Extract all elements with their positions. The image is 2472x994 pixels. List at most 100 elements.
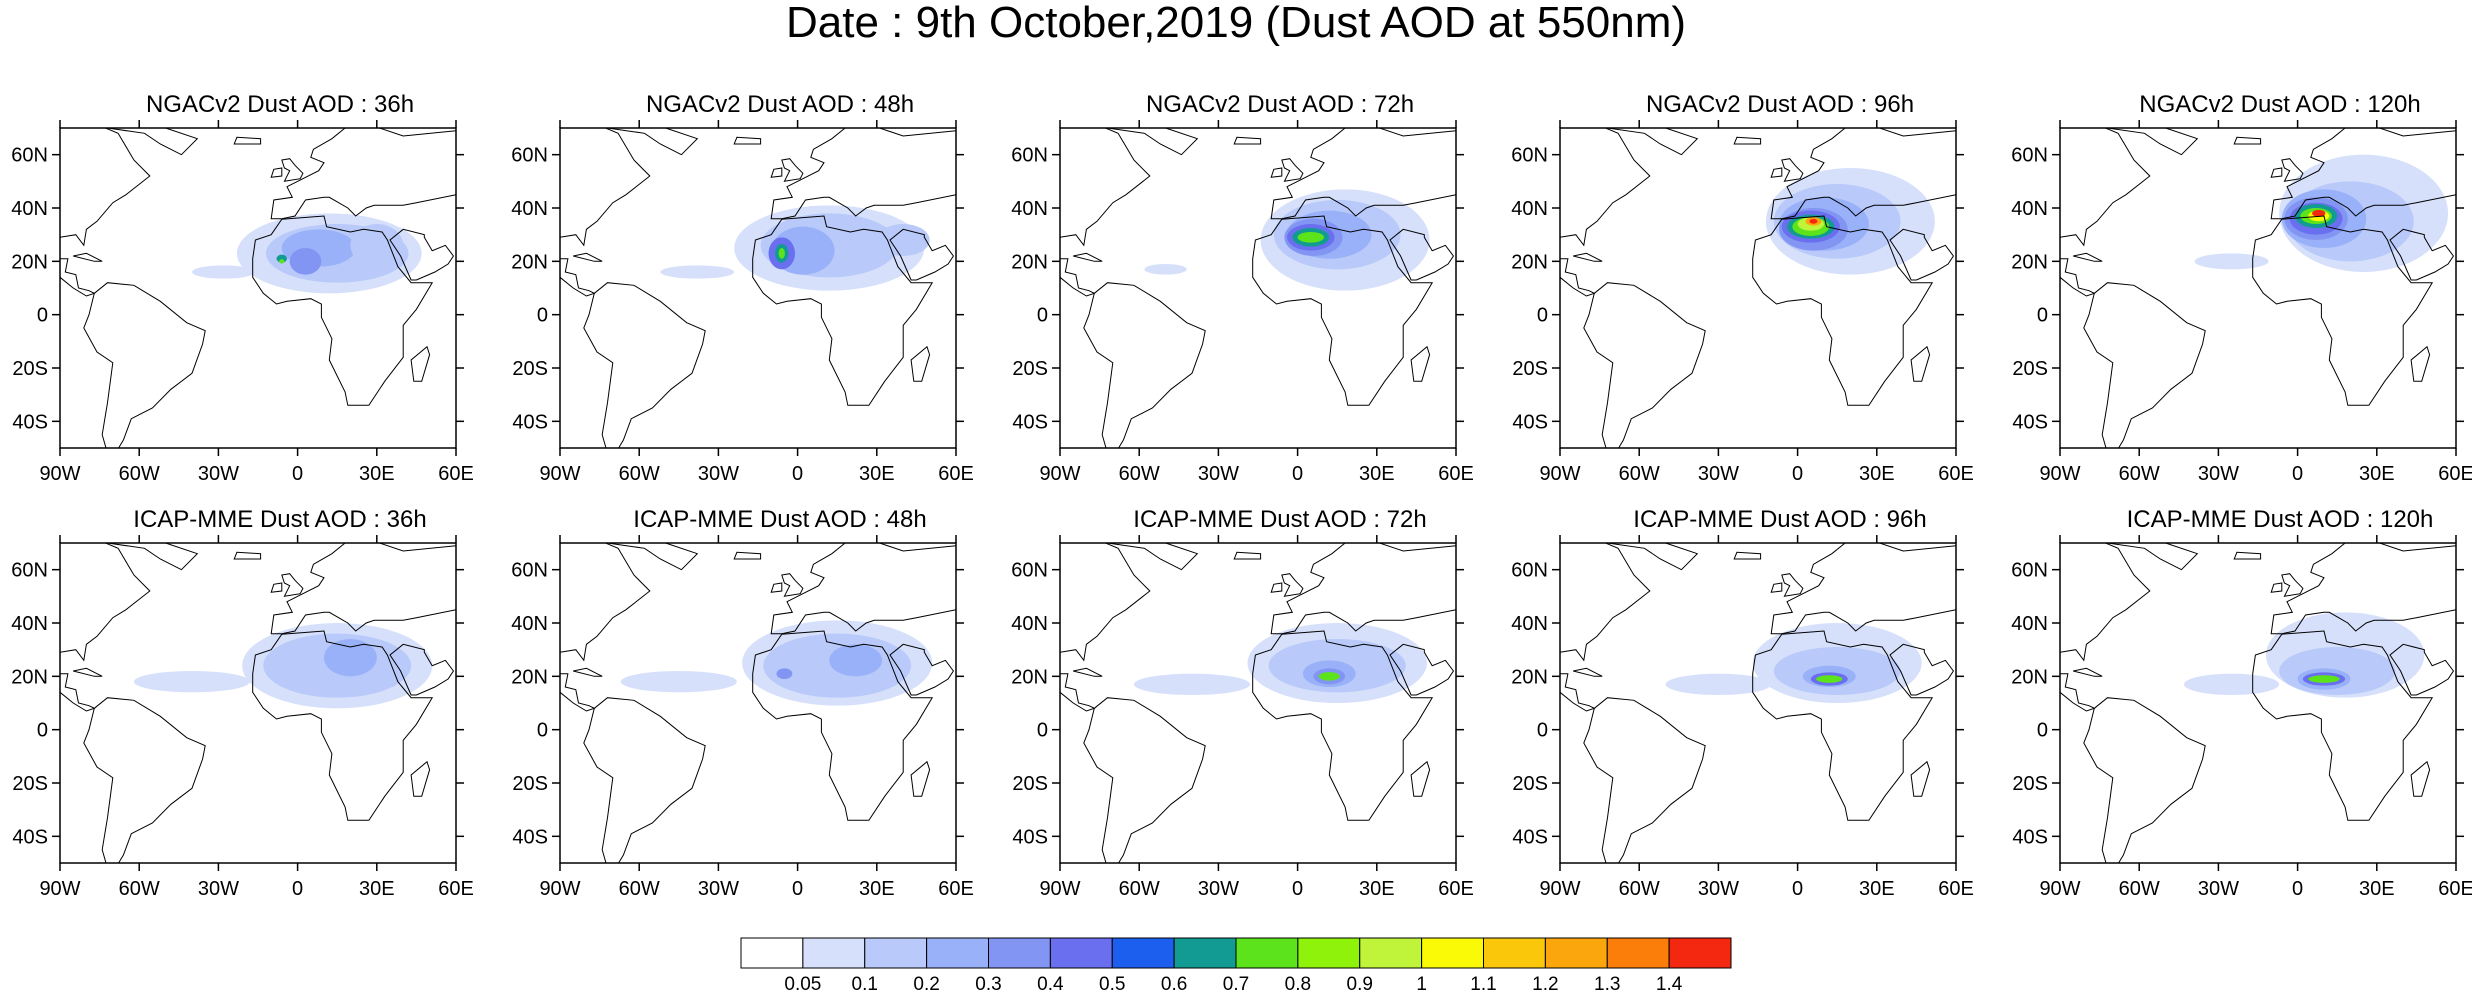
x-tick-label: 60W bbox=[119, 463, 160, 485]
y-tick-label: 60N bbox=[1011, 560, 1048, 582]
aod-contour bbox=[1297, 232, 1325, 243]
coastline bbox=[1752, 630, 1934, 821]
y-tick-label: 20S bbox=[1512, 773, 1548, 795]
aod-contour bbox=[2194, 253, 2269, 270]
map-panel: 90W 60W 30W 0 30E 60E 60N 40N 20N 0 20S 40S bbox=[511, 120, 974, 485]
coastline bbox=[1410, 345, 1431, 382]
coastline bbox=[2270, 128, 2456, 220]
aod-contour bbox=[660, 265, 735, 279]
x-tick-label: 0 bbox=[2292, 878, 2303, 900]
panel-title-icap-96h: ICAP-MME Dust AOD : 96h bbox=[1633, 506, 1927, 533]
coastline bbox=[2060, 128, 2151, 247]
coastline bbox=[733, 136, 762, 145]
y-tick-label: 20N bbox=[2011, 251, 2048, 273]
x-tick-label: 60E bbox=[938, 463, 974, 485]
aod-contour bbox=[276, 254, 288, 263]
colorbar-swatch bbox=[1173, 937, 1237, 969]
y-tick-label: 20N bbox=[1011, 251, 1048, 273]
y-tick-label: 40S bbox=[512, 411, 548, 433]
aod-contour bbox=[2312, 209, 2326, 217]
aod-contour bbox=[776, 668, 793, 680]
y-tick-label: 40S bbox=[12, 411, 48, 433]
coastline bbox=[2410, 345, 2431, 382]
x-tick-label: 0 bbox=[792, 878, 803, 900]
coastline bbox=[1573, 252, 1603, 262]
aod-contour bbox=[192, 265, 256, 279]
coastline bbox=[1733, 136, 1762, 145]
colorbar-swatch bbox=[1297, 937, 1361, 969]
x-tick-label: 90W bbox=[1039, 463, 1080, 485]
coastline bbox=[233, 551, 262, 560]
map-panel: 90W 60W 30W 0 30E 60E 60N 40N 20N 0 20S 40S bbox=[1011, 120, 1474, 485]
x-tick-label: 30E bbox=[1359, 878, 1395, 900]
colorbar-swatch bbox=[802, 937, 866, 969]
coastline bbox=[2060, 673, 2096, 712]
y-tick-label: 0 bbox=[537, 720, 548, 742]
map-frame bbox=[1059, 542, 1457, 864]
colorbar-label: 0.1 bbox=[852, 974, 878, 994]
y-tick-label: 20S bbox=[1512, 358, 1548, 380]
colorbar-label: 0.7 bbox=[1223, 974, 1249, 994]
coastline bbox=[2270, 167, 2283, 178]
y-tick-label: 40N bbox=[11, 198, 48, 220]
coastline bbox=[1252, 630, 1434, 821]
panel-title-ngac-72h: NGACv2 Dust AOD : 72h bbox=[1145, 91, 1415, 118]
coastline bbox=[2107, 128, 2199, 156]
coastline bbox=[60, 258, 96, 297]
x-tick-label: 30E bbox=[2359, 463, 2395, 485]
colorbar: 0.05 0.1 0.2 0.3 0.4 0.5 0.6 0.7 0.8 0.9 1 1.1 1.2 1.… bbox=[740, 937, 1732, 994]
aod-contour bbox=[778, 248, 785, 259]
y-tick-label: 20S bbox=[2012, 358, 2048, 380]
coastline bbox=[1560, 258, 1596, 297]
aod-contour bbox=[289, 248, 322, 275]
x-tick-label: 0 bbox=[292, 463, 303, 485]
coastline bbox=[560, 543, 651, 662]
coastline bbox=[2107, 543, 2199, 571]
y-tick-label: 40N bbox=[2011, 198, 2048, 220]
x-tick-label: 60E bbox=[1438, 878, 1474, 900]
coastline bbox=[270, 543, 456, 635]
colorbar-label: 0.6 bbox=[1161, 974, 1187, 994]
y-tick-label: 0 bbox=[537, 305, 548, 327]
map-frame bbox=[59, 542, 457, 864]
x-tick-label: 60W bbox=[2119, 878, 2160, 900]
map-frame bbox=[559, 127, 957, 449]
coastline bbox=[1733, 551, 1762, 560]
y-tick-label: 40N bbox=[1511, 198, 1548, 220]
coastline bbox=[1252, 215, 1434, 406]
map-panel: 90W 60W 30W 0 30E 60E 60N 40N 20N 0 20S 40S bbox=[2011, 535, 2472, 900]
panel-title-ngac-48h: NGACv2 Dust AOD : 48h bbox=[645, 91, 915, 118]
panel-title-icap-48h: ICAP-MME Dust AOD : 48h bbox=[633, 506, 927, 533]
coastline bbox=[910, 345, 931, 382]
colorbar-swatch bbox=[740, 937, 804, 969]
y-tick-label: 40N bbox=[511, 198, 548, 220]
coastline bbox=[233, 136, 262, 145]
coastline bbox=[2252, 630, 2434, 821]
y-tick-label: 0 bbox=[2037, 305, 2048, 327]
coastline bbox=[1889, 643, 1955, 696]
colorbar-swatch bbox=[926, 937, 989, 969]
coastline bbox=[1073, 667, 1103, 677]
x-tick-label: 60E bbox=[1438, 463, 1474, 485]
x-tick-label: 30E bbox=[859, 463, 895, 485]
map-background bbox=[1560, 543, 1956, 863]
coastline bbox=[752, 630, 934, 821]
map-background bbox=[560, 543, 956, 863]
y-tick-label: 40N bbox=[1511, 613, 1548, 635]
map-background bbox=[560, 128, 956, 448]
x-tick-label: 90W bbox=[1539, 463, 1580, 485]
panel-title-ngac-120h: NGACv2 Dust AOD : 120h bbox=[2139, 91, 2421, 118]
coastline bbox=[1083, 282, 1206, 448]
x-tick-label: 90W bbox=[1039, 878, 1080, 900]
coastline bbox=[1060, 673, 1096, 712]
y-tick-label: 20S bbox=[512, 773, 548, 795]
y-tick-label: 20N bbox=[11, 666, 48, 688]
x-tick-label: 0 bbox=[2292, 463, 2303, 485]
x-tick-label: 30W bbox=[1198, 878, 1239, 900]
coastline bbox=[1573, 667, 1603, 677]
y-tick-label: 40S bbox=[1512, 411, 1548, 433]
aod-contour bbox=[1144, 264, 1187, 275]
map-frame bbox=[2059, 127, 2457, 449]
coastline bbox=[1233, 551, 1262, 560]
